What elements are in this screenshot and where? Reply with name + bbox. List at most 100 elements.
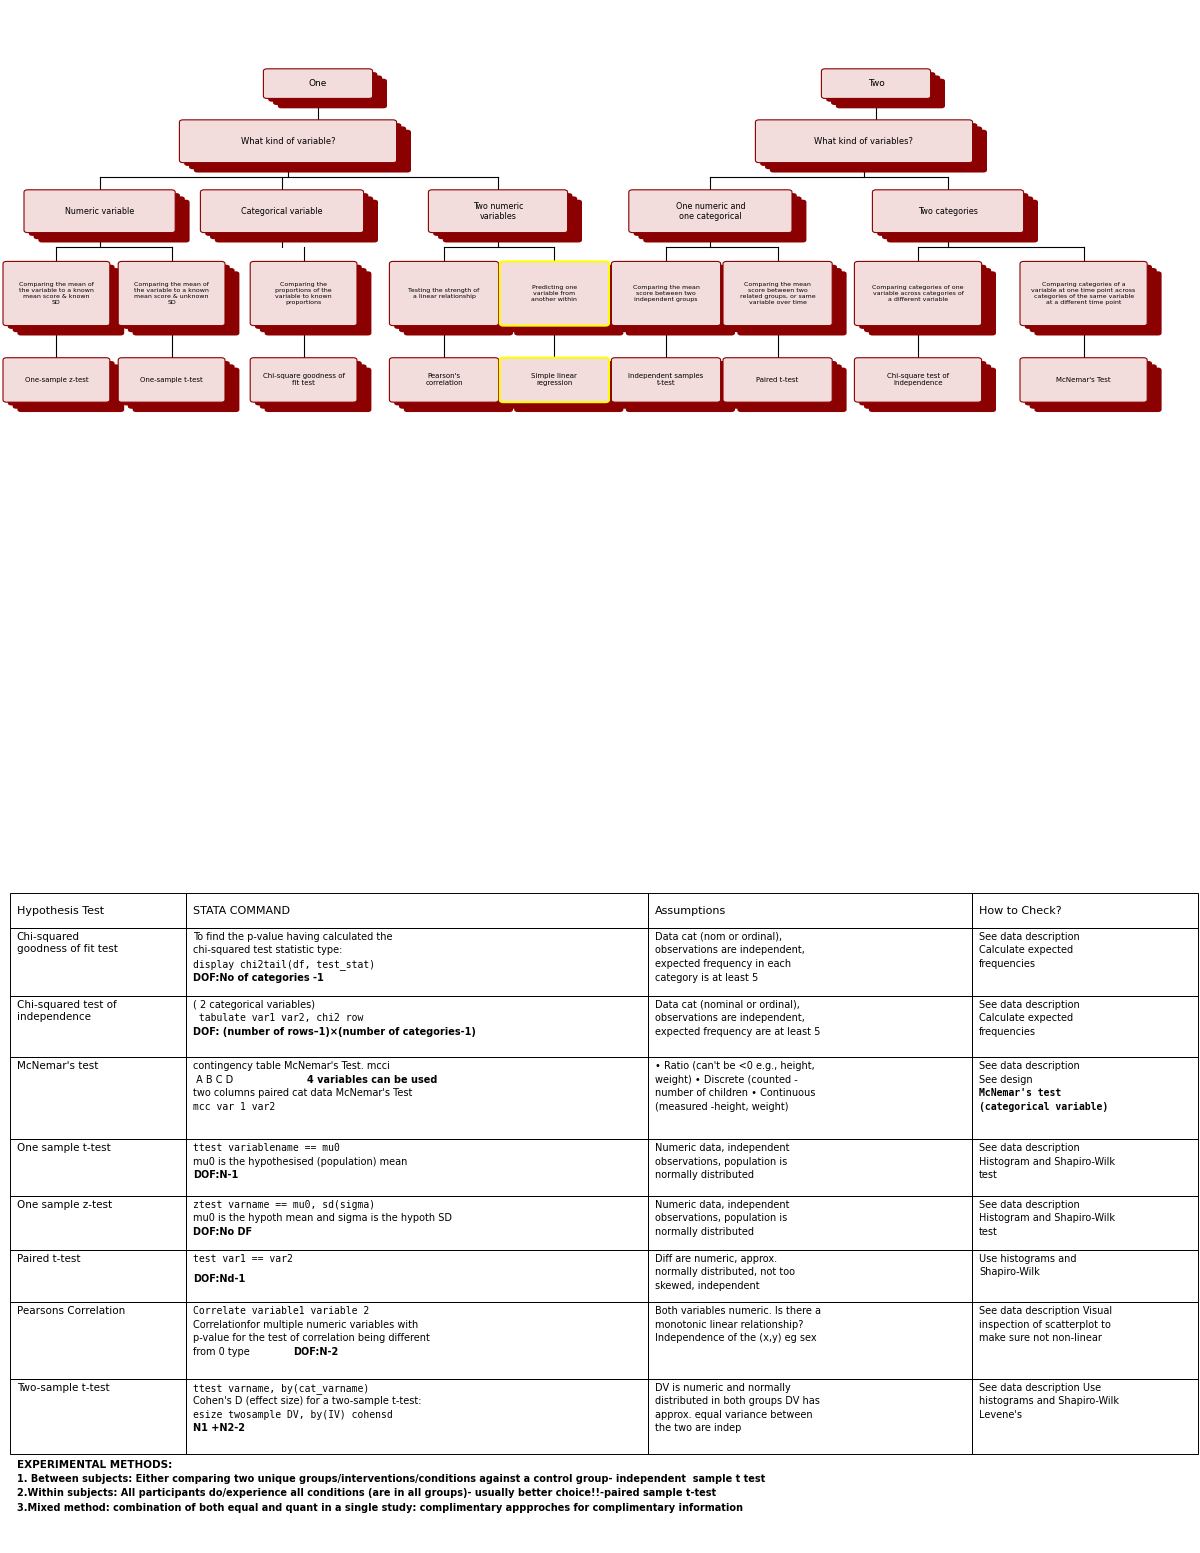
Text: 2.Within subjects: All participants do/experience all conditions (are in all gro: 2.Within subjects: All participants do/e… (17, 1488, 716, 1499)
Text: See data description Visual: See data description Visual (979, 1306, 1112, 1317)
FancyBboxPatch shape (515, 272, 624, 335)
FancyBboxPatch shape (256, 360, 362, 405)
FancyBboxPatch shape (1034, 368, 1162, 412)
FancyBboxPatch shape (638, 196, 802, 239)
FancyBboxPatch shape (438, 196, 577, 239)
Bar (972, 995, 1198, 1058)
Text: Paired t-test: Paired t-test (756, 377, 799, 384)
FancyBboxPatch shape (722, 357, 833, 402)
Text: expected frequency in each: expected frequency in each (655, 960, 791, 969)
FancyBboxPatch shape (127, 365, 235, 408)
Text: Chi-square test of
independence: Chi-square test of independence (887, 373, 949, 387)
Text: How to Check?: How to Check? (979, 905, 1062, 916)
Text: expected frequency are at least 5: expected frequency are at least 5 (655, 1027, 821, 1037)
Text: skewed, independent: skewed, independent (655, 1281, 760, 1291)
FancyBboxPatch shape (1020, 261, 1147, 326)
Text: Comparing categories of one
variable across categories of
a different variable: Comparing categories of one variable acr… (872, 286, 964, 301)
Text: Histogram and Shapiro-Wilk: Histogram and Shapiro-Wilk (979, 1213, 1115, 1224)
FancyBboxPatch shape (617, 264, 726, 329)
Text: Categorical variable: Categorical variable (241, 207, 323, 216)
FancyBboxPatch shape (118, 357, 226, 402)
Text: 4 variables can be used: 4 variables can be used (307, 1075, 438, 1084)
Text: McNemar's test: McNemar's test (17, 1061, 98, 1072)
Text: Levene's: Levene's (979, 1410, 1022, 1419)
FancyBboxPatch shape (194, 130, 412, 172)
Text: mu0 is the hypothesised (population) mean: mu0 is the hypothesised (population) mea… (193, 1157, 408, 1166)
FancyBboxPatch shape (7, 360, 115, 405)
Text: Independence of the (x,y) eg sex: Independence of the (x,y) eg sex (655, 1334, 817, 1343)
FancyBboxPatch shape (395, 360, 504, 405)
Text: Comparing the mean of
the variable to a known
mean score & unknown
SD: Comparing the mean of the variable to a … (134, 283, 209, 304)
FancyBboxPatch shape (118, 261, 226, 326)
FancyBboxPatch shape (722, 261, 833, 326)
Text: number of children • Continuous: number of children • Continuous (655, 1089, 816, 1098)
Text: normally distributed: normally distributed (655, 1227, 755, 1236)
FancyBboxPatch shape (2, 261, 110, 326)
Text: Comparing the mean of
the variable to a known
mean score & known
SD: Comparing the mean of the variable to a … (19, 283, 94, 304)
Text: N1 +N2-2: N1 +N2-2 (193, 1424, 245, 1433)
FancyBboxPatch shape (770, 130, 986, 172)
Text: See data description: See data description (979, 932, 1080, 943)
FancyBboxPatch shape (612, 261, 720, 326)
Bar (10, 1250, 186, 1303)
Text: ztest varname == mu0, sd(sigma): ztest varname == mu0, sd(sigma) (193, 1200, 376, 1210)
Bar (972, 893, 1198, 929)
Text: ( 2 categorical variables): ( 2 categorical variables) (193, 1000, 316, 1009)
Text: McNemar's test: McNemar's test (979, 1089, 1062, 1098)
Text: Chi-square goodness of
fit test: Chi-square goodness of fit test (263, 373, 344, 387)
Text: DOF: (number of rows–1)×(number of categories-1): DOF: (number of rows–1)×(number of categ… (193, 1027, 476, 1037)
FancyBboxPatch shape (738, 272, 847, 335)
Text: One sample t-test: One sample t-test (17, 1143, 110, 1154)
Bar (186, 1058, 648, 1140)
Text: Assumptions: Assumptions (655, 905, 726, 916)
Text: Shapiro-Wilk: Shapiro-Wilk (979, 1267, 1040, 1277)
Text: One sample z-test: One sample z-test (17, 1200, 112, 1210)
Bar (10, 1058, 186, 1140)
Text: Data cat (nominal or ordinal),: Data cat (nominal or ordinal), (655, 1000, 800, 1009)
FancyBboxPatch shape (1025, 360, 1152, 405)
FancyBboxPatch shape (256, 264, 362, 329)
Bar (186, 929, 648, 995)
Text: See data description Use: See data description Use (979, 1382, 1102, 1393)
Bar (10, 929, 186, 995)
FancyBboxPatch shape (398, 269, 509, 332)
FancyBboxPatch shape (403, 272, 514, 335)
FancyBboxPatch shape (34, 196, 185, 239)
Bar (648, 1196, 972, 1250)
FancyBboxPatch shape (887, 200, 1038, 242)
Text: A B C D: A B C D (193, 1075, 258, 1084)
FancyBboxPatch shape (877, 193, 1028, 236)
FancyBboxPatch shape (643, 200, 806, 242)
Text: DOF:Nd-1: DOF:Nd-1 (193, 1273, 246, 1284)
Text: What kind of variables?: What kind of variables? (815, 137, 913, 146)
FancyBboxPatch shape (835, 79, 946, 109)
Text: One-sample z-test: One-sample z-test (24, 377, 89, 384)
FancyBboxPatch shape (864, 269, 991, 332)
Text: distributed in both groups DV has: distributed in both groups DV has (655, 1396, 820, 1407)
FancyBboxPatch shape (859, 360, 986, 405)
FancyBboxPatch shape (185, 123, 402, 166)
Text: observations, population is: observations, population is (655, 1213, 787, 1224)
Text: Simple linear
regression: Simple linear regression (532, 373, 577, 387)
FancyBboxPatch shape (17, 368, 125, 412)
FancyBboxPatch shape (728, 360, 838, 405)
FancyBboxPatch shape (510, 269, 619, 332)
Text: Correlate variable1 variable 2: Correlate variable1 variable 2 (193, 1306, 370, 1317)
FancyBboxPatch shape (269, 71, 377, 102)
FancyBboxPatch shape (250, 357, 358, 402)
Text: EXPERIMENTAL METHODS:: EXPERIMENTAL METHODS: (17, 1460, 172, 1471)
Text: Numeric data, independent: Numeric data, independent (655, 1143, 790, 1154)
FancyBboxPatch shape (612, 357, 720, 402)
Text: two columns paired cat data McNemar's Test: two columns paired cat data McNemar's Te… (193, 1089, 413, 1098)
FancyBboxPatch shape (1030, 269, 1157, 332)
FancyBboxPatch shape (12, 365, 120, 408)
FancyBboxPatch shape (180, 120, 396, 163)
FancyBboxPatch shape (622, 365, 730, 408)
Text: Two numeric
variables: Two numeric variables (473, 202, 523, 221)
FancyBboxPatch shape (505, 264, 614, 329)
Text: DOF:N-1: DOF:N-1 (193, 1171, 239, 1180)
Text: (categorical variable): (categorical variable) (979, 1101, 1109, 1112)
Text: test: test (979, 1227, 998, 1236)
Bar (972, 1303, 1198, 1379)
Text: Numeric data, independent: Numeric data, independent (655, 1200, 790, 1210)
